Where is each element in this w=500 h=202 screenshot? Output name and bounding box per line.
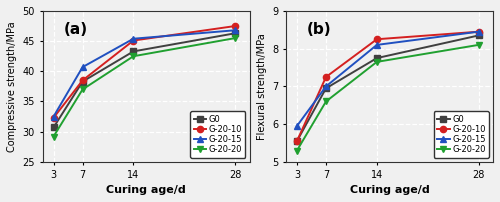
G-20-20 xyxy=(80,88,86,91)
Line: G0: G0 xyxy=(294,32,482,144)
G0 xyxy=(323,87,329,89)
G-20-10 xyxy=(294,140,300,142)
G0 xyxy=(232,32,238,35)
Line: G-20-10: G-20-10 xyxy=(50,23,238,121)
G-20-20 xyxy=(294,149,300,152)
X-axis label: Curing age/d: Curing age/d xyxy=(350,185,430,195)
G0 xyxy=(374,57,380,59)
G0 xyxy=(130,50,136,53)
Legend: G0, G-20-10, G-20-15, G-20-20: G0, G-20-10, G-20-15, G-20-20 xyxy=(434,111,489,158)
X-axis label: Curing age/d: Curing age/d xyxy=(106,185,186,195)
G0 xyxy=(476,34,482,37)
G-20-20 xyxy=(130,55,136,57)
Y-axis label: Flexural strength/MPa: Flexural strength/MPa xyxy=(256,33,266,140)
G-20-15 xyxy=(374,44,380,46)
G-20-10 xyxy=(80,79,86,82)
Y-axis label: Compressive strength/MPa: Compressive strength/MPa xyxy=(7,21,17,152)
Line: G-20-20: G-20-20 xyxy=(50,35,238,140)
G-20-15 xyxy=(130,38,136,40)
Legend: G0, G-20-10, G-20-15, G-20-20: G0, G-20-10, G-20-15, G-20-20 xyxy=(190,111,246,158)
G-20-20 xyxy=(374,61,380,63)
Line: G-20-10: G-20-10 xyxy=(294,28,482,144)
G-20-15 xyxy=(80,66,86,68)
G-20-10 xyxy=(50,117,56,119)
G-20-10 xyxy=(323,76,329,78)
G-20-15 xyxy=(232,29,238,32)
G-20-15 xyxy=(50,115,56,118)
Line: G0: G0 xyxy=(50,30,238,130)
G0 xyxy=(50,126,56,129)
G-20-10 xyxy=(476,31,482,33)
G0 xyxy=(80,80,86,83)
G-20-15 xyxy=(323,85,329,88)
Line: G-20-20: G-20-20 xyxy=(294,42,482,154)
G-20-10 xyxy=(374,38,380,40)
G-20-10 xyxy=(130,39,136,42)
G-20-20 xyxy=(323,100,329,103)
G-20-15 xyxy=(294,125,300,127)
G-20-20 xyxy=(50,135,56,138)
G0 xyxy=(294,140,300,142)
Text: (b): (b) xyxy=(306,21,332,37)
G-20-20 xyxy=(476,44,482,46)
G-20-15 xyxy=(476,31,482,33)
G-20-10 xyxy=(232,25,238,27)
Line: G-20-15: G-20-15 xyxy=(294,28,482,129)
G-20-20 xyxy=(232,37,238,39)
Text: (a): (a) xyxy=(64,21,88,37)
Line: G-20-15: G-20-15 xyxy=(50,27,238,120)
